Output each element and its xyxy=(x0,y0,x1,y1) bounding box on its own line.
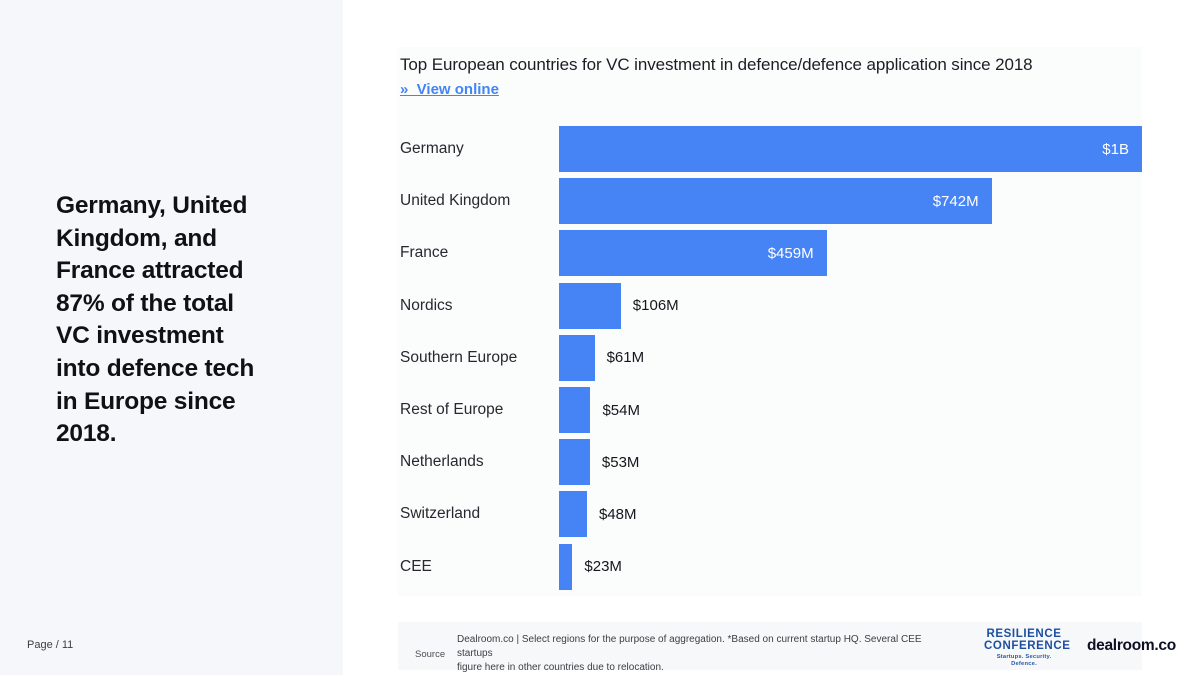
value-label: $742M xyxy=(932,192,979,210)
source-label: Source xyxy=(415,648,446,660)
bar-southern-europe xyxy=(559,334,595,381)
value-label: $54M xyxy=(602,401,640,419)
category-label: Germany xyxy=(400,140,464,158)
category-label: Nordics xyxy=(400,296,453,314)
value-label: $53M xyxy=(601,453,640,471)
bar-row: Rest of Europe $54M xyxy=(400,384,1142,436)
bar-switzerland xyxy=(559,491,587,538)
resilience-logo-tagline: Startups. Security. Defence. xyxy=(996,654,1052,667)
resilience-logo-line1: RESILIENCE xyxy=(986,628,1062,640)
chart-panel: Top European countries for VC investment… xyxy=(398,47,1142,596)
bar-area: $61M xyxy=(559,334,1142,381)
bar-area: $1B xyxy=(559,126,1142,173)
bar-row: Switzerland $48M xyxy=(400,488,1142,540)
sidebar: Germany, United Kingdom, and France attr… xyxy=(0,0,343,675)
bar-cee xyxy=(559,543,573,590)
bar-row: Southern Europe $61M xyxy=(400,332,1142,384)
bar-nordics xyxy=(559,282,621,329)
view-online-link[interactable]: » View online xyxy=(400,81,499,98)
bar-netherlands xyxy=(559,439,590,486)
value-label: $48M xyxy=(598,505,637,523)
resilience-logo-line2: CONFERENCE xyxy=(984,639,1071,652)
bar-row: Germany $1B xyxy=(400,123,1142,175)
bar-united-kingdom: $742M xyxy=(559,178,992,225)
bar-france: $459M xyxy=(559,230,827,277)
bar-germany: $1B xyxy=(559,126,1142,173)
category-label: United Kingdom xyxy=(400,192,511,210)
category-label: Rest of Europe xyxy=(400,401,504,419)
category-label: France xyxy=(400,244,449,262)
bar-area: $23M xyxy=(559,543,1142,590)
resilience-conference-logo: RESILIENCE CONFERENCE Startups. Security… xyxy=(984,628,1071,668)
value-label: $61M xyxy=(606,349,645,367)
bar-area: $53M xyxy=(559,439,1142,486)
category-label: Southern Europe xyxy=(400,348,518,366)
footer-band xyxy=(398,622,1142,670)
bar-area: $459M xyxy=(559,230,1142,277)
headline: Germany, United Kingdom, and France attr… xyxy=(56,192,255,448)
bar-row: United Kingdom $742M xyxy=(400,175,1142,227)
bar-area: $742M xyxy=(559,178,1142,225)
bar-row: Netherlands $53M xyxy=(400,436,1142,488)
bar-area: $48M xyxy=(559,491,1142,538)
bar-area: $54M xyxy=(559,387,1142,434)
source-row: Source Dealroom.co | Select regions for … xyxy=(415,633,935,675)
chart-title: Top European countries for VC investment… xyxy=(400,55,1033,74)
bar-chart: Germany $1B United Kingdom $742M France $459M… xyxy=(400,123,1142,593)
bar-area: $106M xyxy=(559,282,1142,329)
bar-row: CEE $23M xyxy=(400,541,1142,593)
dealroom-logo: dealroom.co xyxy=(1087,637,1176,654)
value-label: $23M xyxy=(584,558,622,576)
category-label: Switzerland xyxy=(400,505,481,523)
source-text: Dealroom.co | Select regions for the pur… xyxy=(457,634,922,673)
value-label: $1B xyxy=(1102,140,1129,158)
bar-rest-of-europe xyxy=(559,387,591,434)
bar-row: France $459M xyxy=(400,227,1142,279)
category-label: CEE xyxy=(400,557,432,575)
category-label: Netherlands xyxy=(400,453,484,471)
value-label: $106M xyxy=(632,297,679,315)
value-label: $459M xyxy=(767,244,814,262)
page-number: Page / 11 xyxy=(27,639,74,651)
bar-row: Nordics $106M xyxy=(400,280,1142,332)
